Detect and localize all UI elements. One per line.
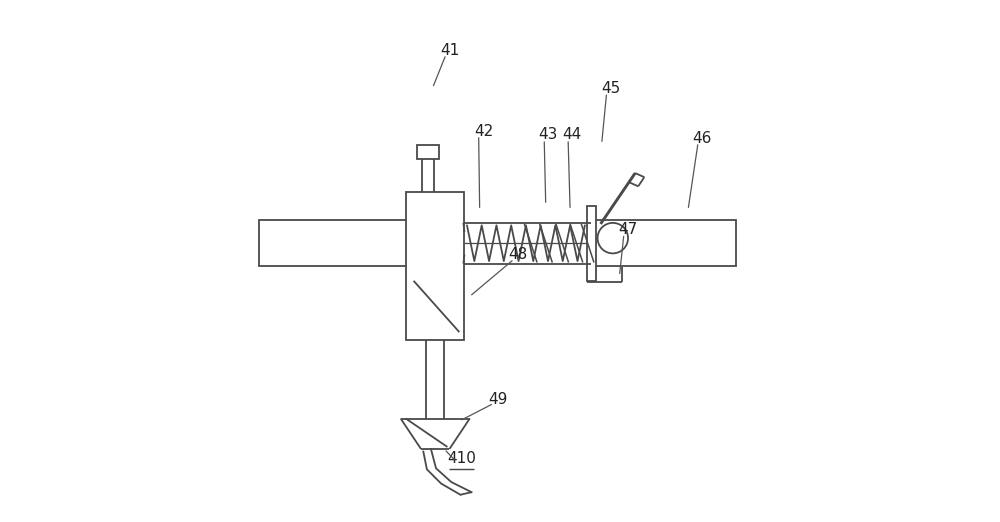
Text: 41: 41 (441, 43, 460, 57)
Text: 49: 49 (488, 392, 508, 407)
Text: 46: 46 (693, 130, 712, 146)
Bar (594, 220, 736, 266)
Text: 44: 44 (562, 127, 581, 143)
Bar (587, 206, 596, 281)
Bar (417, 145, 439, 159)
Text: 48: 48 (508, 247, 527, 263)
Text: 47: 47 (618, 222, 638, 237)
Text: 43: 43 (538, 127, 557, 143)
Bar (259, 220, 409, 266)
Text: 45: 45 (601, 81, 620, 96)
Bar (406, 193, 464, 340)
Text: 42: 42 (474, 124, 493, 139)
Text: 410: 410 (447, 450, 476, 466)
